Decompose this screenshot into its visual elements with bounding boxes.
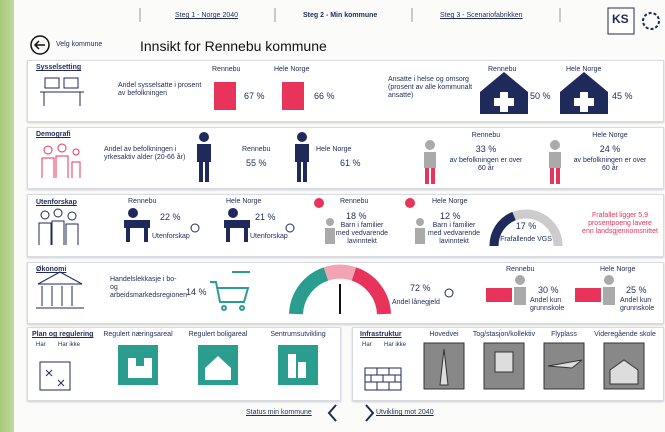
national-name: Hele Norge <box>592 132 628 139</box>
local-value: 18 % <box>346 211 367 221</box>
national-value: 21 % <box>255 212 276 222</box>
national-value: 66 % <box>314 91 335 101</box>
building-icon <box>214 82 304 110</box>
section-box <box>27 60 664 122</box>
gauge-value: 17 % <box>515 221 537 231</box>
national-value: 45 % <box>612 91 633 101</box>
value: 14 % <box>186 287 207 297</box>
national-name: Hele Norge <box>316 146 352 153</box>
local-value: 22 % <box>160 212 181 222</box>
item-label: Tog/stasjon/kollektiv <box>472 331 536 338</box>
section-label: Økonomi <box>36 266 67 273</box>
national-value: 25 % <box>626 285 647 295</box>
group-icon <box>38 208 79 245</box>
item-label: Videregående skole <box>594 331 656 338</box>
nav-arrow[interactable] <box>327 404 375 422</box>
cart-icon <box>210 271 250 311</box>
legend-item: Har ikke <box>384 342 407 348</box>
national-value: 61 % <box>340 158 361 168</box>
page-title: Innsikt for Rennebu kommune <box>140 38 327 54</box>
child-balloon-icon <box>314 198 425 244</box>
item-label: Regulert næringsareal <box>103 331 173 338</box>
legend-item: Har <box>36 342 46 348</box>
description: Andel sysselsatte i prosent av befolknin… <box>118 82 202 97</box>
description: Andel kun grunnskole <box>620 297 655 312</box>
local-name: Rennebu <box>242 146 271 153</box>
item-label: Flyplass <box>551 331 577 338</box>
item-label: Regulert boligareal <box>188 331 248 338</box>
local-value: 33 % <box>475 144 497 154</box>
desk-icon <box>40 77 84 106</box>
description: Barn i familier med vedvarende lavinntek… <box>335 222 389 245</box>
info-icon <box>190 223 454 298</box>
legend-item: Har <box>362 342 372 348</box>
section-label: Utenforskap <box>36 199 77 206</box>
house-icon <box>480 72 608 114</box>
worker-icon <box>197 132 309 182</box>
national-name: Hele Norge <box>226 198 262 205</box>
description: Ansatte i helse og omsorg (prosent av al… <box>388 76 473 99</box>
local-name: Rennebu <box>506 266 535 273</box>
logo: KS <box>612 12 629 26</box>
local-name: Rennebu <box>340 198 369 205</box>
debt-gauge <box>289 264 391 315</box>
description: Andel kun grunnskole <box>530 297 565 312</box>
local-value: 55 % <box>246 158 267 168</box>
family-icon <box>41 143 81 178</box>
national-name: Hele Norge <box>274 66 310 73</box>
description: Andel lånegjeld <box>392 299 440 306</box>
description: Utenforskap <box>152 233 190 240</box>
description: Barn i familier med vedvarende lavinntek… <box>427 222 481 245</box>
graduate-icon <box>486 275 615 305</box>
bank-icon <box>36 271 84 309</box>
zone-icon <box>118 345 318 385</box>
infra-icon <box>423 342 645 390</box>
nav-step[interactable]: Steg 2 - Min kommune <box>303 12 378 19</box>
description: Andel av befolkningen i yrkesaktiv alder… <box>104 146 186 161</box>
footer-link[interactable]: Utvikling mot 2040 <box>376 409 434 416</box>
back-arrow <box>33 40 45 50</box>
section-label: Demografi <box>36 131 71 138</box>
description: av befolkningen er over 60 år <box>573 157 647 172</box>
national-value: 24 % <box>599 144 621 154</box>
local-value: 50 % <box>530 91 551 101</box>
gauge-fill <box>489 211 516 247</box>
national-name: Hele Norge <box>566 66 602 73</box>
local-name: Rennebu <box>471 132 501 139</box>
local-name: Rennebu <box>488 66 517 73</box>
national-value: 12 % <box>440 211 461 221</box>
local-value: 67 % <box>244 91 265 101</box>
footer-link[interactable]: Status min kommune <box>246 409 312 416</box>
nav-step[interactable]: Steg 3 - Scenariofabrikken <box>440 12 523 19</box>
settings-icon[interactable] <box>642 12 660 30</box>
local-name: Rennebu <box>212 66 241 73</box>
wall-icon <box>364 367 402 391</box>
local-name: Rennebu <box>128 198 157 205</box>
section-label: Infrastruktur <box>360 331 402 338</box>
description: av befolkningen er over 60 år <box>449 157 523 172</box>
nav-step[interactable]: Steg 1 - Norge 2040 <box>175 12 239 19</box>
back-button[interactable] <box>30 35 50 55</box>
description: Utenforskap <box>250 233 288 240</box>
logo-box <box>607 7 635 35</box>
national-name: Hele Norge <box>432 198 468 205</box>
gauge-label: Frafallende VGS <box>500 236 552 243</box>
value: 72 % <box>410 283 431 293</box>
item-label: Hovedvei <box>429 331 459 338</box>
elder-icon <box>424 140 561 184</box>
description: Handelslekkasje i bo- og arbeidsmarkedsr… <box>110 276 188 299</box>
item-label: Sentrumsutvikling <box>270 331 326 338</box>
back-label[interactable]: Velg kommune <box>56 41 103 48</box>
section-label: Plan og regulering <box>32 331 94 338</box>
section-label: Sysselsetting <box>36 64 82 71</box>
national-name: Hele Norge <box>600 266 636 273</box>
legend-item: Har ikke <box>58 342 81 348</box>
local-value: 30 % <box>538 285 559 295</box>
crawling-icon <box>124 208 250 242</box>
note: Frafallet ligger 5,9 prosentpoeng lavere… <box>582 212 658 235</box>
map-icon <box>39 361 71 391</box>
